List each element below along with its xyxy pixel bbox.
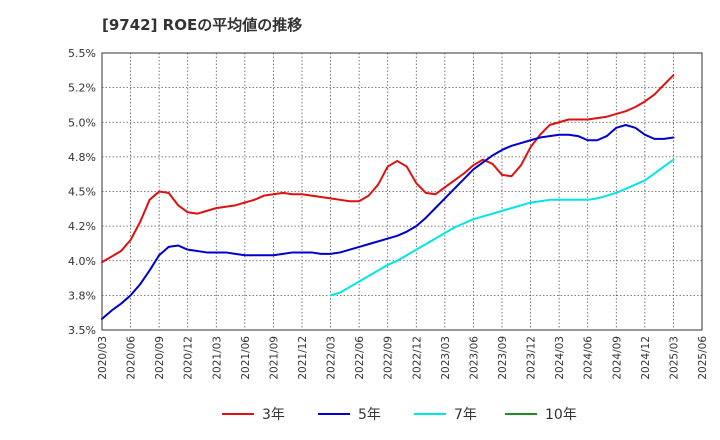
y-tick-label: 4.0% xyxy=(68,255,96,268)
series-line-0 xyxy=(101,74,675,264)
x-tick-label: 2020/12 xyxy=(183,336,195,380)
x-tick-label: 2024/03 xyxy=(554,336,566,380)
x-tick-label: 2024/09 xyxy=(611,336,623,380)
y-tick-label: 4.5% xyxy=(68,186,96,199)
chart-title: [9742] ROEの平均値の推移 xyxy=(102,16,303,34)
legend-label-2: 7年 xyxy=(454,407,477,423)
x-tick-label: 2025/03 xyxy=(668,336,680,380)
x-tick-label: 2024/12 xyxy=(640,336,652,380)
y-tick-label: 3.5% xyxy=(68,324,96,337)
x-tick-label: 2024/06 xyxy=(583,336,595,380)
y-tick-label: 5.0% xyxy=(68,116,96,129)
x-tick-label: 2021/09 xyxy=(268,336,280,380)
y-tick-label: 4.8% xyxy=(68,151,96,164)
x-tick-label: 2020/06 xyxy=(126,336,138,380)
series-line-2 xyxy=(329,158,675,297)
grid-layer xyxy=(101,52,703,331)
x-tick-label: 2023/09 xyxy=(497,336,509,380)
x-tick-label: 2022/03 xyxy=(326,336,338,380)
x-tick-label: 2020/03 xyxy=(97,336,109,380)
legend-label-0: 3年 xyxy=(262,407,285,423)
x-tick-label: 2023/06 xyxy=(468,336,480,380)
y-tick-label: 5.5% xyxy=(68,47,96,60)
y-tick-label: 5.2% xyxy=(68,82,96,95)
x-tick-label: 2022/12 xyxy=(411,336,423,380)
legend: 3年 5年 7年 10年 xyxy=(222,407,577,423)
x-tick-label: 2021/06 xyxy=(240,336,252,380)
x-tick-label: 2025/06 xyxy=(697,336,709,380)
x-tick-label: 2020/09 xyxy=(154,336,166,380)
axis-layer: 3.5% 3.8% 4.0% 4.2% 4.5% 4.8% 5.0% 5.2% 5.5% 2020… xyxy=(68,47,709,380)
plot-border xyxy=(101,52,703,331)
x-tick-label: 2021/03 xyxy=(211,336,223,380)
x-tick-label: 2023/03 xyxy=(440,336,452,380)
legend-label-1: 5年 xyxy=(358,407,381,423)
legend-label-3: 10年 xyxy=(545,407,577,423)
series-line-1 xyxy=(101,124,675,320)
y-tick-label: 3.8% xyxy=(68,289,96,302)
x-tick-label: 2022/06 xyxy=(354,336,366,380)
series-layer xyxy=(101,74,675,320)
x-tick-label: 2021/12 xyxy=(297,336,309,380)
x-tick-label: 2023/12 xyxy=(526,336,538,380)
x-tick-label: 2022/09 xyxy=(383,336,395,380)
y-tick-label: 4.2% xyxy=(68,220,96,233)
